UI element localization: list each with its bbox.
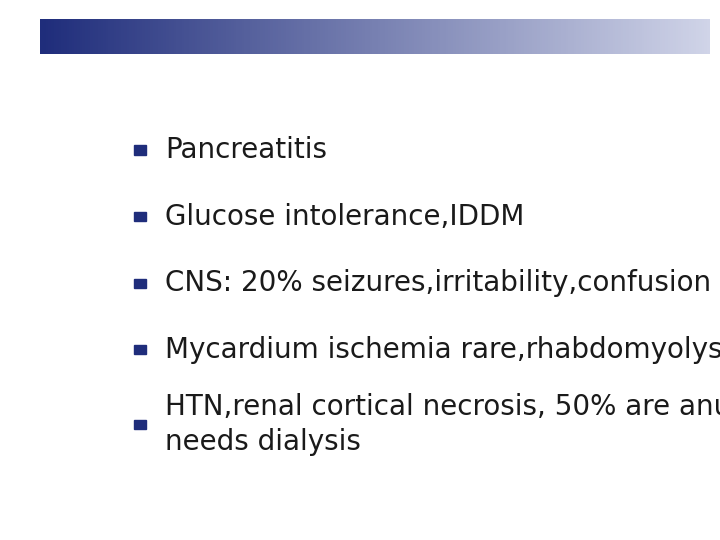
Text: Mycardium ischemia rare,rhabdomyolysis: Mycardium ischemia rare,rhabdomyolysis: [166, 336, 720, 363]
Text: Pancreatitis: Pancreatitis: [166, 136, 328, 164]
FancyBboxPatch shape: [134, 279, 146, 288]
Text: HTN,renal cortical necrosis, 50% are anuric,75%
needs dialysis: HTN,renal cortical necrosis, 50% are anu…: [166, 393, 720, 456]
Text: CNS: 20% seizures,irritability,confusion: CNS: 20% seizures,irritability,confusion: [166, 269, 711, 297]
FancyBboxPatch shape: [134, 345, 146, 354]
FancyBboxPatch shape: [134, 145, 146, 154]
Text: Glucose intolerance,IDDM: Glucose intolerance,IDDM: [166, 202, 525, 231]
FancyBboxPatch shape: [134, 212, 146, 221]
FancyBboxPatch shape: [134, 420, 146, 429]
